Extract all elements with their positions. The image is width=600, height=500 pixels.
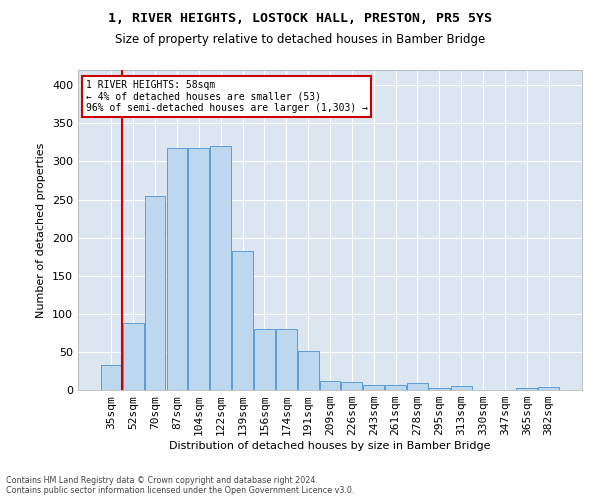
Bar bbox=[298, 351, 319, 390]
Text: Size of property relative to detached houses in Bamber Bridge: Size of property relative to detached ho… bbox=[115, 32, 485, 46]
Bar bbox=[429, 388, 450, 390]
Bar bbox=[517, 388, 537, 390]
Bar bbox=[188, 148, 209, 390]
Text: 1, RIVER HEIGHTS, LOSTOCK HALL, PRESTON, PR5 5YS: 1, RIVER HEIGHTS, LOSTOCK HALL, PRESTON,… bbox=[108, 12, 492, 26]
Bar bbox=[320, 381, 340, 390]
Bar bbox=[101, 365, 122, 390]
Bar bbox=[451, 386, 472, 390]
Bar bbox=[254, 329, 275, 390]
Bar bbox=[341, 382, 362, 390]
Bar bbox=[232, 250, 253, 390]
X-axis label: Distribution of detached houses by size in Bamber Bridge: Distribution of detached houses by size … bbox=[169, 441, 491, 451]
Bar bbox=[538, 387, 559, 390]
Bar bbox=[364, 386, 384, 390]
Bar bbox=[407, 383, 428, 390]
Bar bbox=[276, 329, 296, 390]
Bar bbox=[123, 323, 143, 390]
Bar bbox=[167, 148, 187, 390]
Text: Contains HM Land Registry data © Crown copyright and database right 2024.
Contai: Contains HM Land Registry data © Crown c… bbox=[6, 476, 355, 495]
Bar bbox=[210, 146, 231, 390]
Bar bbox=[145, 196, 166, 390]
Bar bbox=[385, 384, 406, 390]
Y-axis label: Number of detached properties: Number of detached properties bbox=[37, 142, 46, 318]
Text: 1 RIVER HEIGHTS: 58sqm
← 4% of detached houses are smaller (53)
96% of semi-deta: 1 RIVER HEIGHTS: 58sqm ← 4% of detached … bbox=[86, 80, 368, 113]
